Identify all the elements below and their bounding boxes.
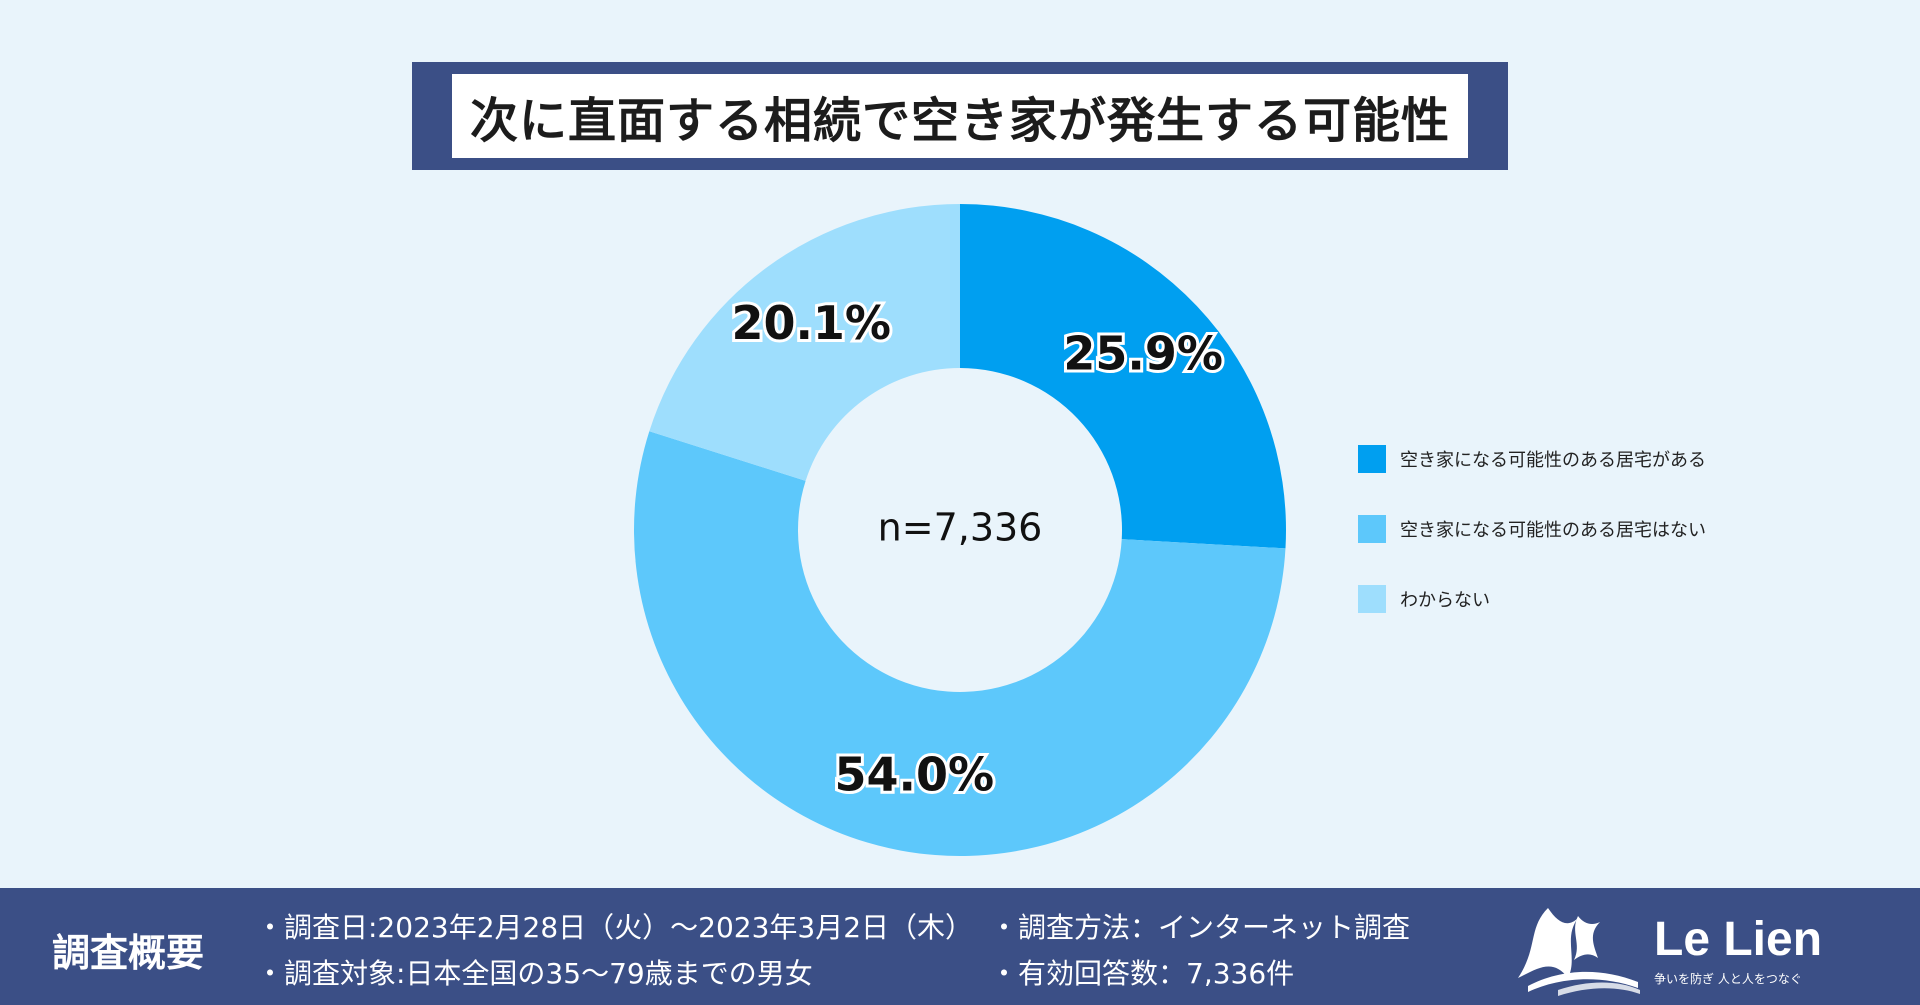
slice-value-label: 54.0% — [835, 747, 995, 801]
footer-heading: 調査概要 — [52, 931, 205, 975]
title-banner: 次に直面する相続で空き家が発生する可能性 — [412, 62, 1508, 170]
wave-logo-icon — [1518, 908, 1640, 996]
legend-item: わからない — [1358, 584, 1706, 614]
logo-tagline: 争いを防ぎ 人と人をつなぐ — [1654, 972, 1802, 986]
title-frame: 次に直面する相続で空き家が発生する可能性 — [445, 67, 1475, 165]
legend: 空き家になる可能性のある居宅がある 空き家になる可能性のある居宅はない わからな… — [1358, 444, 1706, 654]
legend-label: 空き家になる可能性のある居宅がある — [1400, 450, 1706, 471]
survey-footer: 調査概要 ・調査日:2023年2月28日（火）～2023年3月2日（木） ・調査… — [0, 888, 1920, 1005]
logo: Le Lien 争いを防ぎ 人と人をつなぐ — [1508, 898, 1858, 998]
title-inner: 次に直面する相続で空き家が発生する可能性 — [452, 74, 1468, 158]
legend-swatch — [1358, 445, 1386, 473]
survey-target: ・調査対象:日本全国の35～79歳までの男女 — [256, 957, 813, 990]
sample-size-label: n=7,336 — [878, 506, 1043, 550]
legend-label: 空き家になる可能性のある居宅はない — [1400, 520, 1706, 541]
legend-swatch — [1358, 585, 1386, 613]
donut-slice — [649, 204, 960, 481]
survey-method: ・調査方法：インターネット調査 — [990, 911, 1411, 944]
slice-value-label: 25.9% — [1063, 326, 1223, 380]
legend-swatch — [1358, 515, 1386, 543]
chart-title: 次に直面する相続で空き家が発生する可能性 — [469, 93, 1450, 149]
donut-slice — [960, 204, 1286, 549]
legend-label: わからない — [1400, 590, 1490, 611]
slice-value-label: 20.1% — [731, 296, 891, 350]
legend-item: 空き家になる可能性のある居宅はない — [1358, 514, 1706, 544]
logo-name: Le Lien — [1654, 913, 1823, 966]
survey-date: ・調査日:2023年2月28日（火）～2023年3月2日（木） — [256, 911, 974, 944]
donut-slice — [634, 431, 1286, 856]
legend-item: 空き家になる可能性のある居宅がある — [1358, 444, 1706, 474]
survey-responses: ・有効回答数：7,336件 — [990, 957, 1295, 990]
donut-chart: 25.9% 54.0% 20.1% n=7,336 — [634, 204, 1286, 856]
